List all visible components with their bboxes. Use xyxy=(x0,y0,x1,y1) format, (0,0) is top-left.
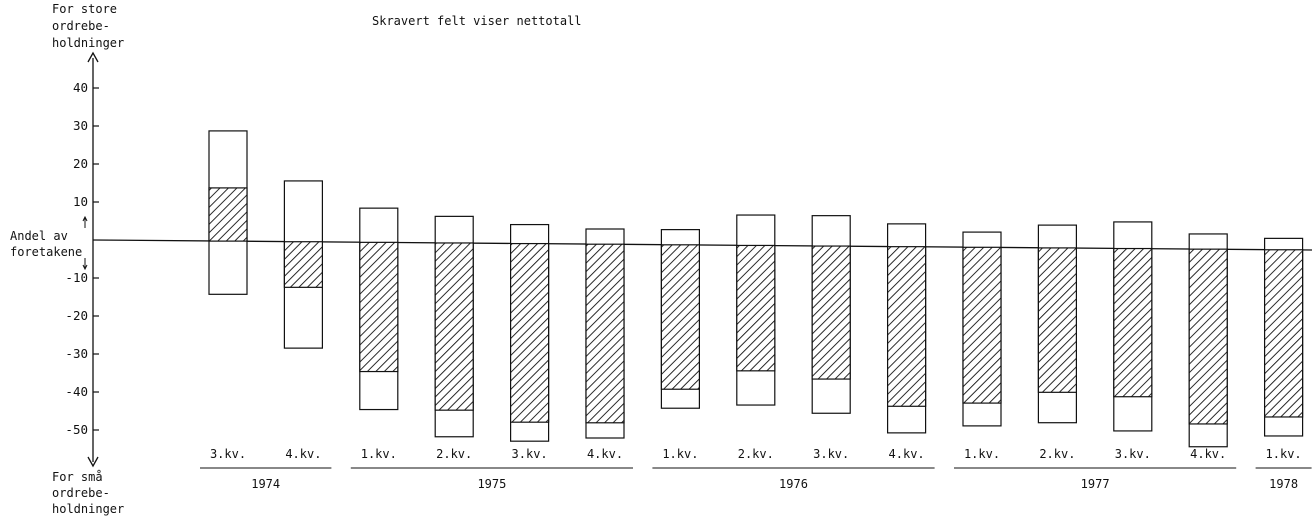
year-groups: 1974 1975 1976 1977 1978 xyxy=(200,467,1312,491)
category-label: 3.kv. xyxy=(813,447,849,461)
y-mid-label-line-2: foretakene xyxy=(10,245,82,259)
bar-net-hatched xyxy=(585,243,625,424)
y-ticks: 40 30 20 10 -10 -20 -30 -40 -50 xyxy=(65,80,99,437)
bar-net-hatched xyxy=(359,241,399,373)
category-labels: 3.kv. 4.kv. 1.kv. 2.kv. 3.kv. 4.kv. 1.kv. 2.kv.… xyxy=(210,447,1302,461)
bar-net-hatched xyxy=(208,187,248,242)
year-label: 1975 xyxy=(477,477,506,491)
y-top-label-line-3: holdninger xyxy=(52,36,124,50)
year-label: 1977 xyxy=(1081,477,1110,491)
category-label: 2.kv. xyxy=(738,447,774,461)
down-arrow-small-head xyxy=(82,264,88,271)
bar-net-hatched xyxy=(1188,248,1228,425)
y-bottom-label-line-2: ordrebe- xyxy=(52,486,110,500)
category-label: 4.kv. xyxy=(1190,447,1226,461)
bar-net-hatched xyxy=(736,244,776,372)
y-mid-label-line-1: Andel av xyxy=(10,229,68,243)
category-label: 4.kv. xyxy=(587,447,623,461)
category-label: 1.kv. xyxy=(361,447,397,461)
bar-net-hatched xyxy=(1113,247,1153,398)
bar-net-hatched xyxy=(1263,249,1304,418)
bar-net-hatched xyxy=(283,241,323,288)
up-arrow-small-head xyxy=(82,215,88,222)
y-tick-label: -50 xyxy=(65,422,88,437)
chart-title: Skravert felt viser nettotall xyxy=(372,14,582,28)
y-bottom-label-line-3: holdninger xyxy=(52,502,124,516)
category-label: 3.kv. xyxy=(210,447,246,461)
bar-net-hatched xyxy=(510,242,550,423)
category-label: 1.kv. xyxy=(964,447,1000,461)
y-tick-label: -10 xyxy=(65,270,88,285)
year-label: 1976 xyxy=(779,477,808,491)
category-label: 2.kv. xyxy=(436,447,472,461)
y-tick-label: -30 xyxy=(65,346,88,361)
y-tick-label: 40 xyxy=(73,80,88,95)
year-label: 1978 xyxy=(1269,477,1298,491)
bar-net-hatched xyxy=(811,245,851,380)
category-label: 3.kv. xyxy=(1115,447,1151,461)
y-tick-label: -20 xyxy=(65,308,88,323)
year-label: 1974 xyxy=(251,477,280,491)
category-label: 3.kv. xyxy=(512,447,548,461)
bar-net-hatched xyxy=(962,246,1002,404)
y-top-label-line-2: ordrebe- xyxy=(52,19,110,33)
y-axis-up-arrow xyxy=(87,51,99,63)
y-top-label-line-1: For store xyxy=(52,2,117,16)
category-label: 4.kv. xyxy=(285,447,321,461)
category-label: 2.kv. xyxy=(1039,447,1075,461)
category-label: 4.kv. xyxy=(889,447,925,461)
bar-net-hatched xyxy=(434,242,474,411)
bars xyxy=(208,130,1304,448)
bar-net-hatched xyxy=(886,246,927,407)
y-tick-label: -40 xyxy=(65,384,88,399)
y-axis-down-arrow xyxy=(87,456,99,468)
y-tick-label: 30 xyxy=(73,118,88,133)
category-label: 1.kv. xyxy=(662,447,698,461)
bar-net-hatched xyxy=(1037,247,1078,393)
category-label: 1.kv. xyxy=(1266,447,1302,461)
y-bottom-label-line-1: For små xyxy=(52,470,103,484)
bar-net-hatched xyxy=(660,244,701,390)
y-axis xyxy=(82,51,99,468)
y-tick-label: 20 xyxy=(73,156,88,171)
y-tick-label: 10 xyxy=(73,194,88,209)
